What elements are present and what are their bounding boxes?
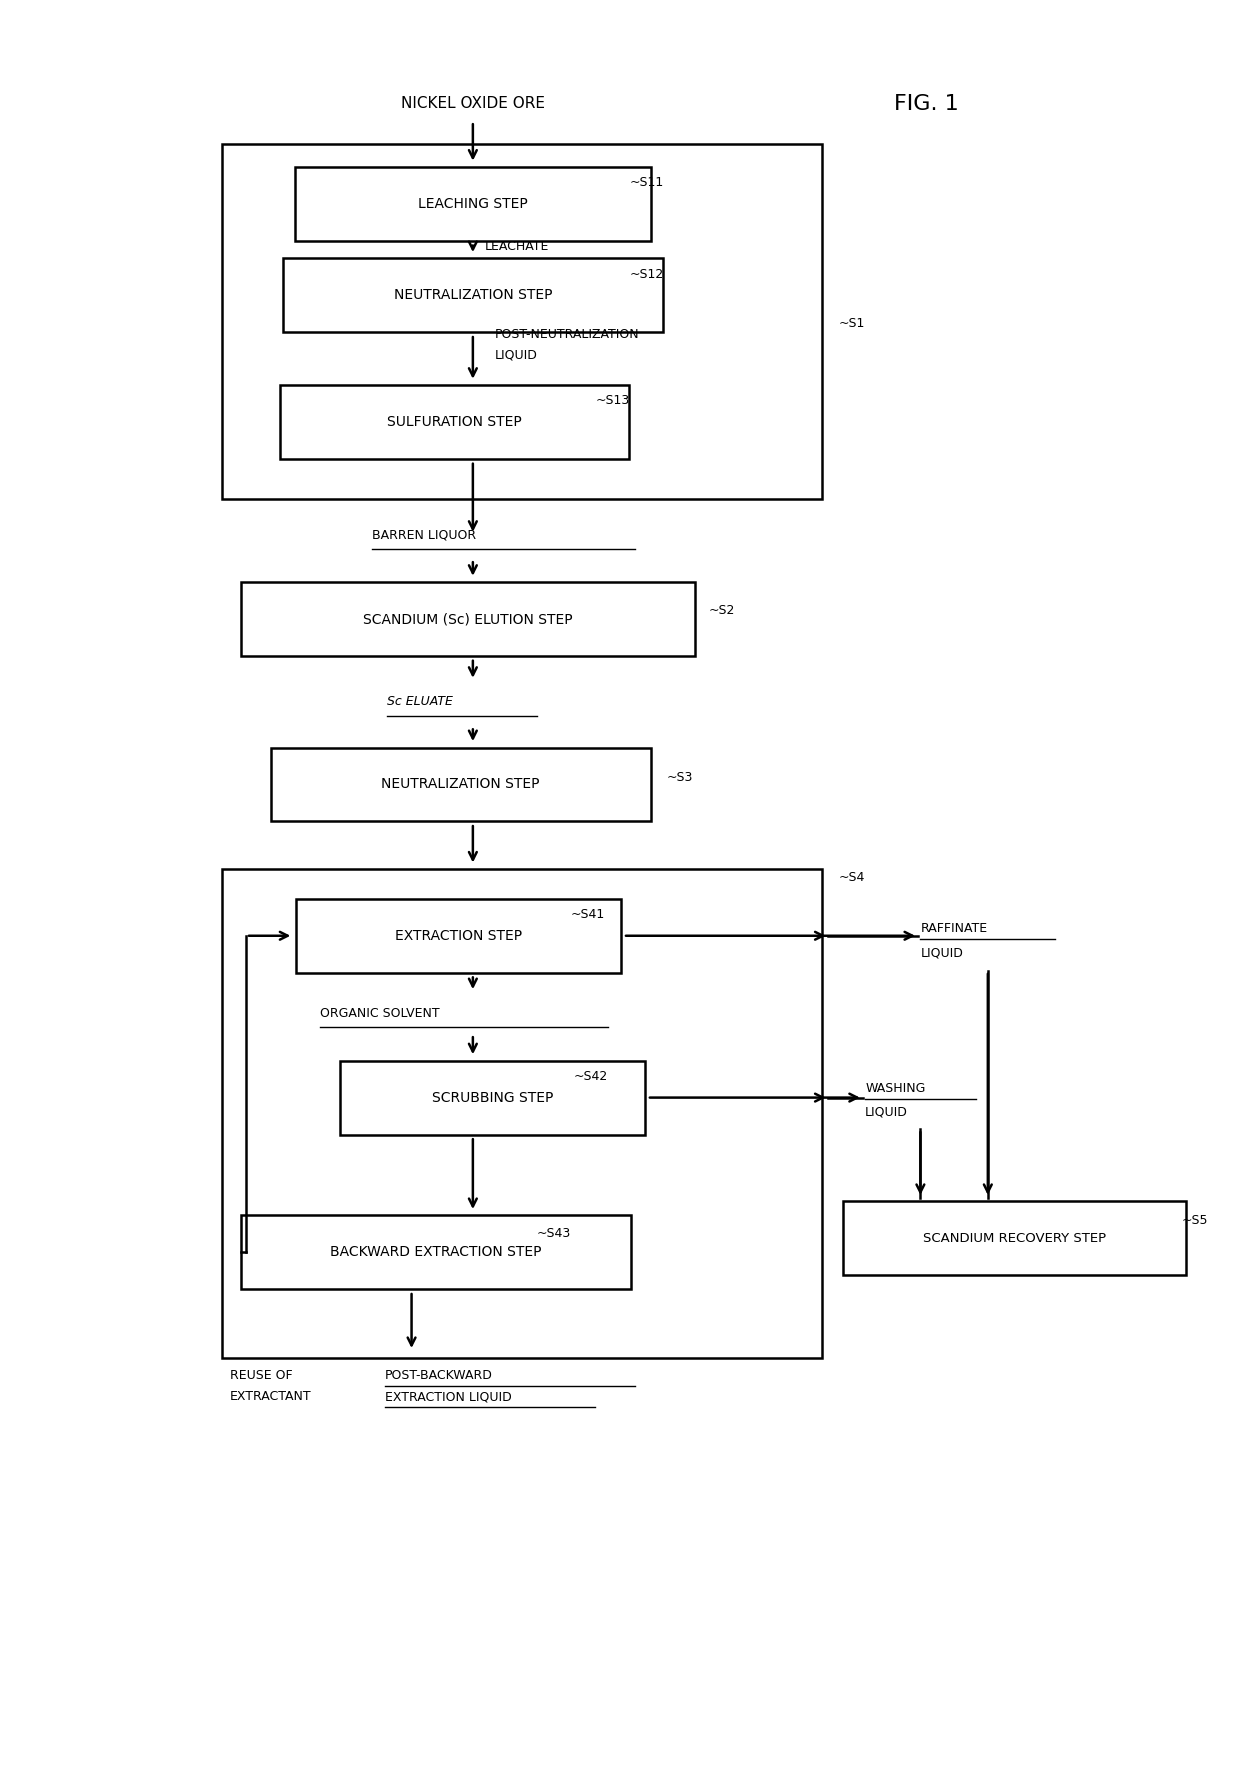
Text: ~S11: ~S11	[630, 176, 665, 190]
Text: LEACHATE: LEACHATE	[485, 239, 549, 254]
Text: ~S13: ~S13	[595, 394, 630, 408]
Text: WASHING: WASHING	[866, 1082, 925, 1096]
FancyBboxPatch shape	[843, 1202, 1187, 1275]
Text: BACKWARD EXTRACTION STEP: BACKWARD EXTRACTION STEP	[330, 1245, 542, 1259]
Text: SULFURATION STEP: SULFURATION STEP	[387, 415, 522, 429]
Text: EXTRACTION STEP: EXTRACTION STEP	[394, 929, 522, 943]
Text: ~S41: ~S41	[570, 908, 605, 922]
Text: SCRUBBING STEP: SCRUBBING STEP	[432, 1090, 553, 1105]
Text: ~S2: ~S2	[708, 605, 734, 617]
Text: Sc ELUATE: Sc ELUATE	[387, 695, 453, 707]
Text: POST-NEUTRALIZATION: POST-NEUTRALIZATION	[495, 328, 640, 340]
Text: LIQUID: LIQUID	[920, 947, 963, 959]
Text: LEACHING STEP: LEACHING STEP	[418, 197, 528, 211]
FancyBboxPatch shape	[295, 167, 651, 241]
Text: RAFFINATE: RAFFINATE	[920, 922, 987, 934]
Text: ~S1: ~S1	[838, 317, 864, 330]
FancyBboxPatch shape	[283, 259, 663, 332]
FancyBboxPatch shape	[241, 1216, 631, 1289]
Text: ~S12: ~S12	[630, 268, 665, 280]
Text: ~S3: ~S3	[667, 771, 693, 784]
FancyBboxPatch shape	[270, 748, 651, 821]
Text: REUSE OF: REUSE OF	[231, 1369, 293, 1381]
Text: ~S43: ~S43	[537, 1227, 570, 1239]
Text: NEUTRALIZATION STEP: NEUTRALIZATION STEP	[382, 778, 539, 791]
FancyBboxPatch shape	[295, 899, 620, 973]
Text: LIQUID: LIQUID	[866, 1105, 908, 1119]
Text: ~S42: ~S42	[573, 1069, 608, 1083]
Text: FIG. 1: FIG. 1	[894, 94, 959, 113]
Text: POST-BACKWARD: POST-BACKWARD	[384, 1369, 492, 1381]
Text: EXTRACTANT: EXTRACTANT	[231, 1390, 311, 1402]
Text: SCANDIUM (Sc) ELUTION STEP: SCANDIUM (Sc) ELUTION STEP	[363, 612, 573, 626]
Text: NICKEL OXIDE ORE: NICKEL OXIDE ORE	[401, 96, 544, 112]
Text: LIQUID: LIQUID	[495, 349, 538, 362]
Text: NEUTRALIZATION STEP: NEUTRALIZATION STEP	[393, 289, 552, 303]
FancyBboxPatch shape	[241, 582, 694, 656]
FancyBboxPatch shape	[341, 1060, 645, 1135]
Text: SCANDIUM RECOVERY STEP: SCANDIUM RECOVERY STEP	[924, 1232, 1106, 1245]
Text: ~S4: ~S4	[838, 871, 864, 885]
Text: BARREN LIQUOR: BARREN LIQUOR	[372, 528, 476, 541]
Text: EXTRACTION LIQUID: EXTRACTION LIQUID	[384, 1390, 511, 1402]
Text: ~S5: ~S5	[1182, 1215, 1208, 1227]
Text: ORGANIC SOLVENT: ORGANIC SOLVENT	[320, 1007, 439, 1019]
FancyBboxPatch shape	[280, 385, 629, 459]
